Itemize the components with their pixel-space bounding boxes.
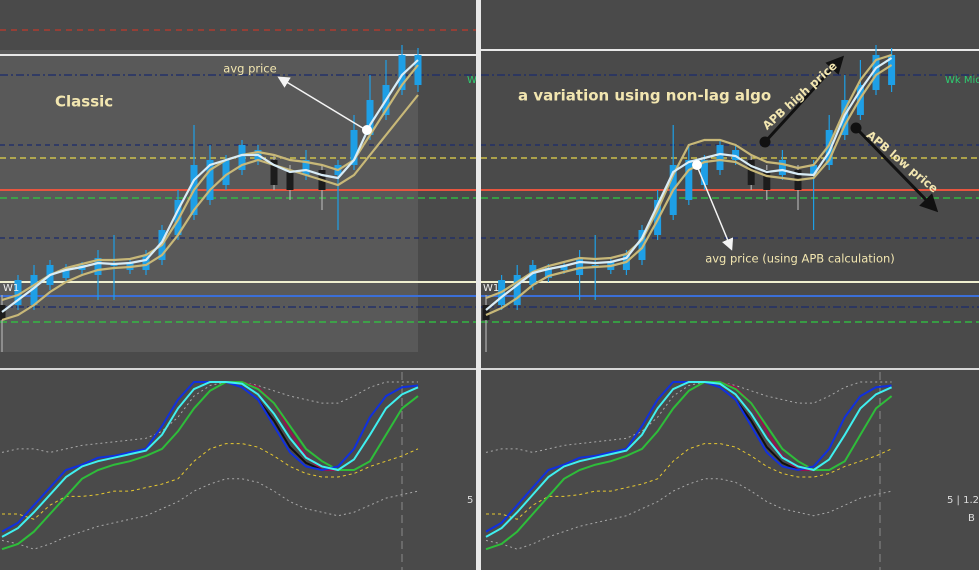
indicator-line xyxy=(485,64,893,317)
candle-body xyxy=(206,160,214,200)
candle-body xyxy=(366,100,374,135)
point-marker xyxy=(692,160,702,170)
candle-body xyxy=(888,55,896,85)
oscillator-panel: 5 xyxy=(1,381,473,551)
candle-body xyxy=(685,160,693,200)
price-panel: W1 Wk Mid xyxy=(0,29,504,352)
point-marker xyxy=(850,122,862,134)
arrow xyxy=(277,76,367,131)
candle-body xyxy=(62,268,70,278)
indicator-line xyxy=(2,443,419,520)
candle-body xyxy=(238,145,246,170)
candle-body xyxy=(286,170,294,190)
indicator-line xyxy=(1,381,419,538)
side-label: 5 | 1.2 xyxy=(947,495,979,506)
candle-body xyxy=(270,160,278,185)
candle-body xyxy=(350,130,358,165)
indicator-line xyxy=(485,478,892,550)
indicator-line xyxy=(485,53,892,300)
candle-body xyxy=(654,200,662,235)
indicator-line xyxy=(485,381,892,453)
candle-body xyxy=(778,160,786,175)
indicator-line xyxy=(1,381,418,453)
pane-divider xyxy=(0,368,979,370)
side-label: Wk Mid xyxy=(945,75,979,86)
indicator-line xyxy=(485,57,893,311)
candle-body xyxy=(174,200,182,235)
candle-body xyxy=(529,265,537,285)
candle-body xyxy=(544,268,552,278)
candle-body xyxy=(763,170,771,190)
side-label: 5 xyxy=(467,495,473,506)
candle-body xyxy=(591,265,599,266)
arrow xyxy=(696,165,734,251)
candle-body xyxy=(302,160,310,175)
side-label: W1 xyxy=(483,283,499,294)
indicator-line xyxy=(1,64,419,302)
candle-body xyxy=(110,265,118,266)
panel-divider xyxy=(476,0,481,570)
candle-body xyxy=(30,275,38,305)
candle-body xyxy=(872,55,880,90)
candle-body xyxy=(14,280,22,305)
candle-body xyxy=(414,55,422,85)
arrow xyxy=(854,126,939,213)
annotation: avg price (using APB calculation) xyxy=(705,252,895,266)
indicator-line xyxy=(485,381,893,538)
candle-body xyxy=(825,130,833,165)
price-panel: W1 Wk Mid xyxy=(481,45,979,352)
oscillator-panel: 5 | 1.2 B xyxy=(485,381,979,551)
candle-body xyxy=(142,255,150,270)
chart-area xyxy=(0,50,418,352)
point-marker xyxy=(362,125,372,135)
indicator-line xyxy=(1,59,419,313)
candle-body xyxy=(560,265,568,270)
indicator-line xyxy=(1,381,419,551)
chart-title: a variation using non-lag algo xyxy=(518,87,771,105)
indicator-line xyxy=(257,398,323,471)
candle-body xyxy=(716,145,724,170)
side-label: W1 xyxy=(3,283,19,294)
candle-body xyxy=(700,160,708,185)
annotation: avg price xyxy=(223,62,276,76)
candle-body xyxy=(398,55,406,90)
candle-body xyxy=(94,258,102,275)
candle-body xyxy=(576,258,584,275)
candle-body xyxy=(810,165,818,175)
indicator-line xyxy=(1,94,419,322)
chart-title: Classic xyxy=(55,93,113,111)
candle-body xyxy=(513,275,521,305)
side-label: Wk Mid xyxy=(467,75,504,86)
side-label: B xyxy=(968,513,975,524)
arrow xyxy=(763,55,845,144)
candle-body xyxy=(482,305,490,320)
candle-body xyxy=(638,230,646,260)
point-marker xyxy=(759,136,771,148)
indicator-line xyxy=(734,399,799,471)
candle-body xyxy=(222,160,230,185)
indicator-line xyxy=(485,381,893,551)
candle-body xyxy=(747,160,755,185)
